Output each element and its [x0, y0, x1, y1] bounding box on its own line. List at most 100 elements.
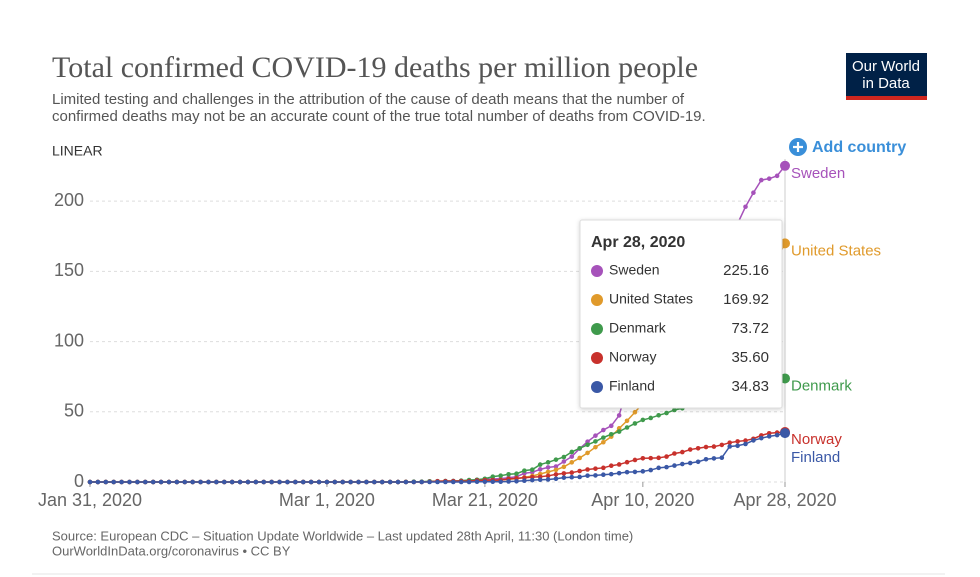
data-point	[482, 479, 488, 485]
data-point	[593, 433, 598, 438]
logo-text: in Data	[862, 75, 910, 92]
data-point	[95, 479, 101, 485]
tooltip-name: Denmark	[609, 320, 667, 336]
data-point	[379, 479, 385, 485]
data-point	[672, 463, 677, 468]
data-point	[87, 479, 93, 485]
series-line	[90, 431, 786, 483]
data-point	[593, 473, 598, 478]
data-point	[759, 435, 764, 441]
data-point	[403, 479, 409, 485]
data-point	[324, 479, 330, 485]
x-tick-label: Apr 10, 2020	[591, 490, 694, 510]
data-point	[656, 465, 661, 471]
data-point	[529, 477, 535, 483]
data-point	[561, 459, 567, 464]
data-point	[672, 451, 677, 456]
data-point	[569, 474, 575, 480]
data-point	[395, 479, 401, 485]
data-point	[553, 464, 559, 469]
add-country-label: Add country	[812, 139, 906, 156]
tooltip: Apr 28, 2020 Sweden 225.16 United States 169…	[579, 219, 783, 409]
data-point	[648, 455, 654, 461]
data-point	[166, 479, 172, 485]
tooltip-swatch	[591, 294, 603, 306]
y-tick-label: 50	[64, 401, 84, 421]
data-point	[545, 469, 551, 475]
y-tick-label: 150	[54, 260, 84, 280]
data-point	[221, 479, 227, 485]
data-point	[135, 479, 140, 485]
data-point	[711, 456, 717, 461]
data-point	[601, 465, 606, 471]
data-point	[766, 434, 772, 439]
series-label: Sweden	[791, 165, 845, 182]
series-line	[90, 432, 786, 483]
data-point	[474, 479, 480, 485]
data-point	[498, 479, 503, 485]
data-point	[356, 479, 361, 485]
data-point	[490, 474, 496, 479]
data-point	[561, 464, 567, 470]
data-point	[640, 469, 646, 474]
data-point	[529, 467, 535, 472]
data-point	[522, 478, 527, 484]
data-point	[774, 173, 780, 179]
add-country-button[interactable]: Add country	[789, 138, 906, 156]
data-point	[111, 479, 116, 485]
data-point	[624, 418, 630, 424]
data-point	[751, 190, 756, 196]
data-point	[624, 425, 630, 430]
data-point	[632, 409, 638, 415]
data-point	[735, 439, 740, 444]
x-tick-label: Apr 28, 2020	[733, 490, 836, 510]
data-point	[545, 465, 551, 470]
tooltip-name: United States	[609, 291, 693, 307]
data-point	[569, 470, 575, 475]
data-point	[245, 479, 251, 485]
x-tick-label: Mar 1, 2020	[279, 490, 375, 510]
data-point	[593, 439, 598, 444]
data-point	[616, 426, 622, 431]
data-point	[553, 457, 559, 462]
data-point	[182, 479, 188, 485]
end-point	[780, 160, 790, 171]
data-point	[695, 459, 701, 465]
data-point	[656, 412, 661, 418]
data-point	[450, 479, 456, 485]
data-point	[759, 177, 764, 183]
x-tick-label: Jan 31, 2020	[38, 490, 142, 510]
data-point	[458, 479, 464, 485]
data-point	[103, 479, 109, 485]
data-point	[466, 479, 472, 485]
scale-toggle[interactable]: LINEAR	[52, 143, 103, 159]
data-point	[553, 472, 559, 477]
data-point	[561, 471, 567, 476]
data-point	[585, 450, 590, 456]
data-point	[569, 454, 575, 459]
y-tick-label: 100	[54, 330, 84, 350]
data-point	[664, 410, 669, 416]
data-point	[727, 444, 733, 449]
logo[interactable]: Our World in Data	[846, 53, 927, 100]
data-point	[640, 455, 646, 461]
data-point	[601, 472, 606, 477]
tooltip-value: 73.72	[731, 320, 769, 337]
y-tick-label: 200	[54, 190, 84, 210]
data-point	[616, 413, 622, 418]
data-point	[601, 435, 606, 440]
data-point	[372, 479, 377, 485]
source: OurWorldInData.org/coronavirus • CC BY	[52, 543, 291, 558]
data-point	[553, 476, 559, 482]
data-point	[711, 444, 717, 449]
data-point	[616, 470, 622, 476]
data-point	[537, 462, 543, 467]
data-point	[632, 421, 638, 426]
plot-area: 0 50 100 150 200 Jan 31, 2020 Mar 1, 2020 Mar 2…	[38, 159, 881, 510]
data-point	[687, 447, 693, 452]
data-point	[601, 427, 606, 433]
data-point	[261, 479, 267, 485]
data-point	[569, 449, 575, 455]
data-point	[569, 460, 575, 465]
data-point	[142, 479, 148, 485]
